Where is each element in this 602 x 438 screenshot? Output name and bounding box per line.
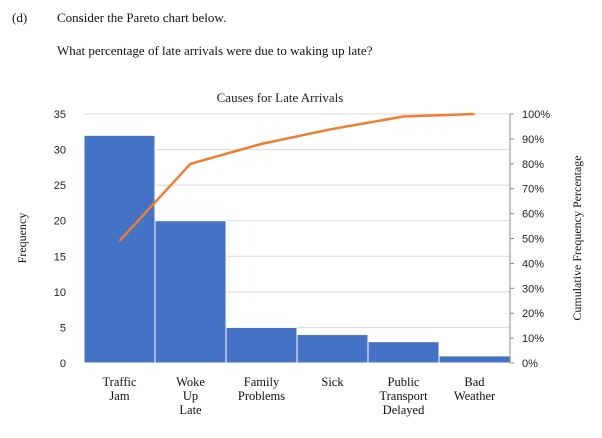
y-right-tick-label: 90% xyxy=(522,134,544,146)
y-right-tick-label: 100% xyxy=(522,109,550,121)
x-tick-label: Up xyxy=(183,389,198,403)
y-right-tick-label: 50% xyxy=(522,234,544,246)
bar xyxy=(83,134,156,364)
question-label: (d) xyxy=(12,10,28,25)
bar xyxy=(296,334,369,364)
y-right-tick-label: 70% xyxy=(522,184,544,196)
y-axis-right: 0% 10% 20% 30% 40% 50% 60% 70% 80% 90% 100% xyxy=(509,109,550,370)
y-tick-label: 15 xyxy=(54,251,66,263)
x-tick-label: Delayed xyxy=(383,403,425,417)
y-right-tick-label: 30% xyxy=(522,283,544,295)
bar xyxy=(225,326,298,364)
x-tick-label: Problems xyxy=(238,389,285,403)
y-axis-right-label: Cumulative Frequency Percentage xyxy=(570,155,584,320)
x-tick-label: Family xyxy=(244,375,280,389)
x-tick-label: Traffic xyxy=(102,375,136,389)
x-tick-label: Public xyxy=(388,375,420,389)
y-tick-label: 35 xyxy=(54,109,66,121)
y-tick-label: 30 xyxy=(54,145,66,157)
cumulative-series-line xyxy=(118,112,475,242)
x-tick-label: Late xyxy=(179,403,202,417)
x-tick-label: Weather xyxy=(454,389,496,403)
bar xyxy=(154,220,227,364)
y-axis-left: 0 5 10 15 20 25 30 35 xyxy=(54,109,66,370)
y-axis-label: Frequency xyxy=(15,213,29,264)
x-tick-label: Jam xyxy=(109,389,129,403)
y-tick-label: 20 xyxy=(54,216,66,228)
y-right-tick-label: 40% xyxy=(522,258,544,270)
question-prompt: What percentage of late arrivals were du… xyxy=(57,43,373,58)
x-tick-label: Sick xyxy=(321,375,344,389)
bars xyxy=(83,134,511,364)
chart-title: Causes for Late Arrivals xyxy=(217,90,344,105)
x-tick-label: Transport xyxy=(379,389,428,403)
question-intro: Consider the Pareto chart below. xyxy=(57,10,227,25)
y-tick-label: 10 xyxy=(54,287,66,299)
y-tick-label: 5 xyxy=(60,322,66,334)
x-tick-label: Bad xyxy=(464,375,485,389)
y-right-tick-label: 20% xyxy=(522,308,544,320)
cumulative-line xyxy=(118,112,475,242)
y-right-tick-label: 10% xyxy=(522,333,544,345)
y-tick-label: 0 xyxy=(60,358,66,370)
y-right-tick-label: 80% xyxy=(522,159,544,171)
x-tick-label: Woke xyxy=(176,375,205,389)
bar xyxy=(438,355,511,364)
y-tick-label: 25 xyxy=(54,180,66,192)
bar xyxy=(367,341,440,364)
y-right-tick-label: 60% xyxy=(522,209,544,221)
y-right-tick-label: 0% xyxy=(522,358,538,370)
